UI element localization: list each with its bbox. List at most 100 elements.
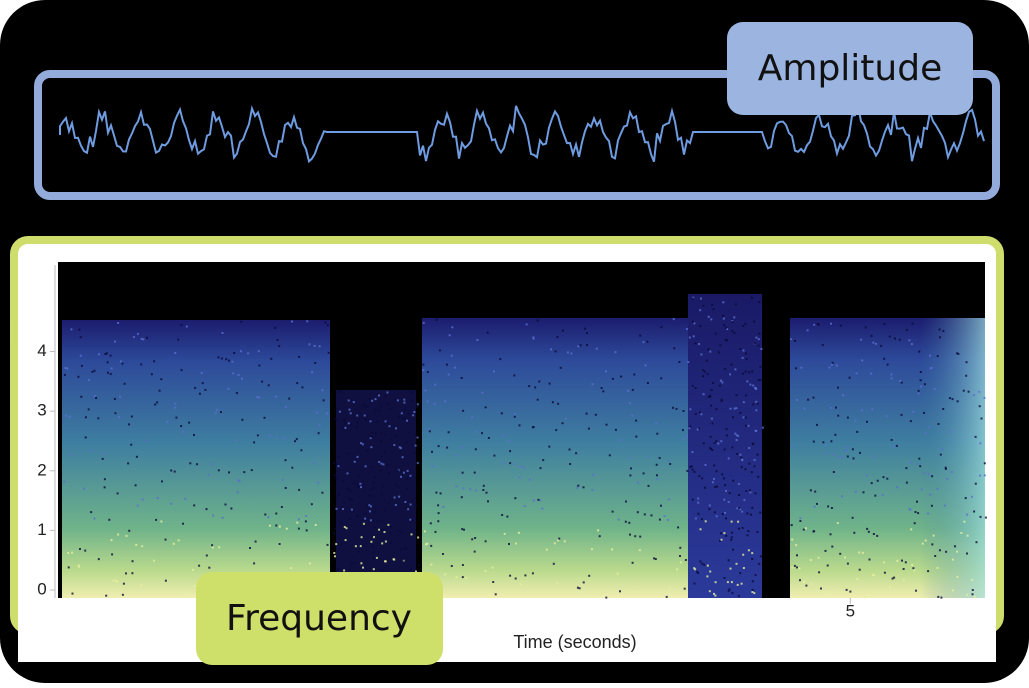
texture-dot (387, 402, 390, 405)
texture-dot (461, 471, 464, 474)
texture-dot (438, 349, 441, 352)
texture-dot (755, 409, 758, 412)
texture-dot (697, 501, 700, 504)
texture-dot (359, 545, 362, 548)
texture-dot (499, 358, 502, 361)
texture-dot (834, 433, 837, 436)
texture-dot (946, 477, 949, 480)
texture-dot (942, 330, 945, 333)
texture-dot (714, 332, 717, 335)
texture-dot (837, 414, 840, 417)
texture-dot (349, 424, 352, 427)
texture-dot (409, 503, 412, 506)
texture-dot (956, 352, 959, 355)
texture-dot (809, 489, 812, 492)
texture-dot (528, 385, 531, 388)
texture-dot (519, 583, 522, 586)
texture-dot (405, 441, 408, 444)
texture-dot (474, 537, 477, 539)
texture-dot (387, 523, 390, 526)
texture-dot (628, 402, 631, 405)
texture-dot (720, 398, 723, 401)
texture-dot (630, 467, 632, 470)
texture-dot (685, 328, 688, 331)
texture-dot (428, 430, 431, 433)
texture-dot (825, 452, 828, 455)
texture-dot (723, 498, 726, 501)
texture-dot (205, 554, 208, 557)
texture-dot (343, 501, 346, 504)
texture-dot (854, 419, 857, 422)
texture-dot (389, 408, 392, 411)
texture-dot (865, 474, 868, 477)
texture-dot (709, 447, 712, 449)
texture-dot (486, 331, 489, 334)
texture-dot (904, 561, 907, 564)
texture-dot (737, 434, 740, 437)
texture-dot (364, 517, 367, 520)
texture-dot (79, 548, 81, 550)
texture-dot (705, 359, 708, 362)
texture-dot (131, 572, 134, 575)
texture-dot (579, 344, 582, 347)
texture-dot (554, 350, 557, 353)
texture-dot (684, 559, 687, 561)
texture-dot (927, 570, 930, 573)
texture-dot (296, 521, 299, 524)
texture-dot (210, 463, 213, 466)
texture-dot (635, 419, 638, 422)
texture-dot (635, 435, 638, 438)
texture-dot (899, 379, 902, 382)
texture-dot (726, 339, 729, 342)
texture-dot (796, 554, 798, 557)
texture-dot (384, 395, 386, 398)
texture-dot (578, 587, 581, 590)
texture-dot (916, 462, 919, 465)
texture-dot (482, 484, 485, 487)
texture-dot (806, 329, 809, 332)
texture-dot (917, 389, 920, 392)
texture-dot (158, 389, 161, 392)
texture-dot (413, 411, 416, 413)
texture-dot (591, 383, 594, 386)
texture-dot (956, 550, 959, 553)
texture-dot (411, 519, 413, 522)
texture-dot (966, 513, 969, 516)
texture-dot (725, 517, 727, 520)
texture-dot (697, 571, 700, 574)
texture-dot (298, 488, 301, 491)
texture-dot (694, 517, 697, 520)
texture-dot (600, 387, 603, 389)
texture-dot (954, 545, 956, 548)
texture-dot (708, 590, 711, 593)
texture-dot (484, 569, 487, 572)
texture-dot (730, 531, 733, 534)
texture-dot (451, 326, 454, 329)
texture-dot (337, 493, 340, 496)
texture-dot (369, 510, 371, 513)
texture-dot (120, 360, 123, 363)
texture-dot (816, 423, 818, 426)
texture-dot (220, 411, 222, 414)
texture-dot (404, 546, 407, 549)
texture-dot (709, 570, 712, 573)
texture-dot (740, 458, 743, 461)
texture-dot (475, 430, 478, 433)
texture-dot (341, 506, 344, 509)
texture-dot (910, 461, 913, 464)
texture-dot (689, 425, 692, 428)
texture-dot (758, 332, 761, 335)
texture-dot (791, 566, 794, 569)
texture-dot (812, 440, 815, 443)
texture-dot (117, 533, 120, 536)
texture-dot (589, 595, 592, 598)
texture-dot (700, 297, 702, 300)
texture-dot (118, 416, 120, 418)
x-tick-label: 5 (846, 601, 855, 620)
texture-dot (747, 549, 750, 552)
texture-dot (605, 423, 608, 426)
texture-dot (381, 542, 384, 545)
texture-dot (241, 418, 244, 421)
texture-dot (798, 567, 801, 570)
